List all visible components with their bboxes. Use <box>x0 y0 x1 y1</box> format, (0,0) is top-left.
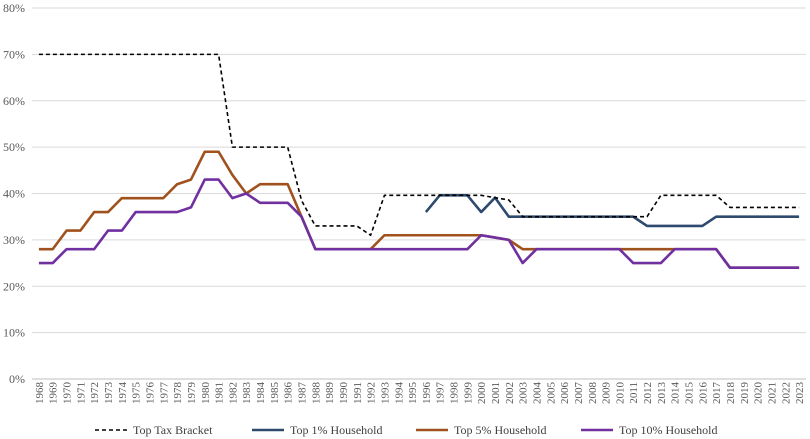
x-tick-label: 1987 <box>297 382 309 405</box>
x-tick-label: 1988 <box>310 382 322 405</box>
x-tick-label: 1978 <box>172 382 184 405</box>
x-tick-label: 1985 <box>269 382 281 405</box>
x-tick-label: 2009 <box>601 382 613 405</box>
legend-label: Top 10% Household <box>619 423 717 437</box>
series-line-top-tax-bracket <box>38 53 800 237</box>
x-tick-label: 2021 <box>766 382 778 404</box>
x-axis-ticks: 1968 1969 1970 1971 1972 1973 1974 1975 1976 1977… <box>34 382 806 405</box>
y-tick-label: 10% <box>3 326 25 340</box>
x-tick-label: 1977 <box>158 382 170 405</box>
x-tick-label: 2014 <box>670 382 682 405</box>
x-tick-label: 1971 <box>75 382 87 404</box>
x-tick-label: 2019 <box>739 382 751 405</box>
x-tick-label: 1996 <box>421 382 433 405</box>
x-tick-label: 2000 <box>476 382 488 405</box>
x-tick-label: 1972 <box>89 382 101 404</box>
x-tick-label: 1974 <box>117 382 129 405</box>
series-line-top-5-household <box>38 150 800 270</box>
x-tick-label: 1980 <box>200 382 212 405</box>
x-tick-label: 1973 <box>103 382 115 405</box>
x-tick-label: 2022 <box>780 382 792 404</box>
x-tick-label: 1981 <box>214 382 226 404</box>
legend: Top Tax Bracket Top 1% Household Top 5% Ho… <box>95 423 717 437</box>
x-tick-label: 1998 <box>449 382 461 405</box>
x-tick-label: 2005 <box>545 382 557 405</box>
y-tick-label: 40% <box>3 187 25 201</box>
x-tick-label: 1975 <box>131 382 143 405</box>
x-tick-label: 1993 <box>379 382 391 405</box>
y-tick-label: 30% <box>3 233 25 247</box>
x-tick-label: 1986 <box>283 382 295 405</box>
x-tick-label: 2001 <box>490 382 502 404</box>
x-tick-label: 2004 <box>531 382 543 405</box>
y-tick-label: 20% <box>3 279 25 293</box>
x-tick-label: 1976 <box>144 382 156 405</box>
x-tick-label: 1969 <box>48 382 60 405</box>
x-tick-label: 2017 <box>711 382 723 405</box>
x-tick-label: 2010 <box>614 382 626 405</box>
gridlines <box>32 7 806 380</box>
legend-label: Top Tax Bracket <box>133 423 213 437</box>
y-tick-label: 70% <box>3 47 25 61</box>
y-tick-label: 0% <box>9 372 25 386</box>
x-tick-label: 1997 <box>435 382 447 405</box>
x-tick-label: 2018 <box>725 382 737 405</box>
series-line-top-10-household <box>38 178 800 270</box>
x-tick-label: 2013 <box>656 382 668 405</box>
x-tick-label: 2007 <box>573 382 585 405</box>
x-tick-label: 1999 <box>462 382 474 405</box>
y-axis-ticks: 0% 10% 20% 30% 40% 50% 60% 70% 80% <box>3 1 25 386</box>
x-tick-label: 1992 <box>366 382 378 404</box>
x-tick-label: 2016 <box>697 382 709 405</box>
x-tick-label: 2002 <box>504 382 516 404</box>
y-tick-label: 80% <box>3 1 25 15</box>
x-tick-label: 1970 <box>62 382 74 405</box>
series-lines <box>38 53 800 270</box>
x-tick-label: 1989 <box>324 382 336 405</box>
x-tick-label: 2011 <box>628 382 640 404</box>
series-line-top-1-household <box>424 194 800 228</box>
y-tick-label: 60% <box>3 94 25 108</box>
x-tick-label: 1994 <box>393 382 405 405</box>
x-tick-label: 2008 <box>587 382 599 405</box>
x-tick-label: 1990 <box>338 382 350 405</box>
x-tick-label: 2006 <box>559 382 571 405</box>
x-tick-label: 2023 <box>794 382 806 405</box>
x-tick-label: 1968 <box>34 382 46 405</box>
x-tick-label: 1991 <box>352 382 364 404</box>
y-tick-label: 50% <box>3 140 25 154</box>
x-tick-label: 1979 <box>186 382 198 405</box>
legend-label: Top 5% Household <box>454 423 546 437</box>
x-tick-label: 2012 <box>642 382 654 404</box>
x-tick-label: 1982 <box>227 382 239 404</box>
x-tick-label: 2003 <box>518 382 530 405</box>
legend-label: Top 1% Household <box>290 423 382 437</box>
x-tick-label: 2015 <box>684 382 696 405</box>
x-tick-label: 2020 <box>753 382 765 405</box>
x-tick-label: 1983 <box>241 382 253 405</box>
x-tick-label: 1995 <box>407 382 419 405</box>
x-tick-label: 1984 <box>255 382 267 405</box>
